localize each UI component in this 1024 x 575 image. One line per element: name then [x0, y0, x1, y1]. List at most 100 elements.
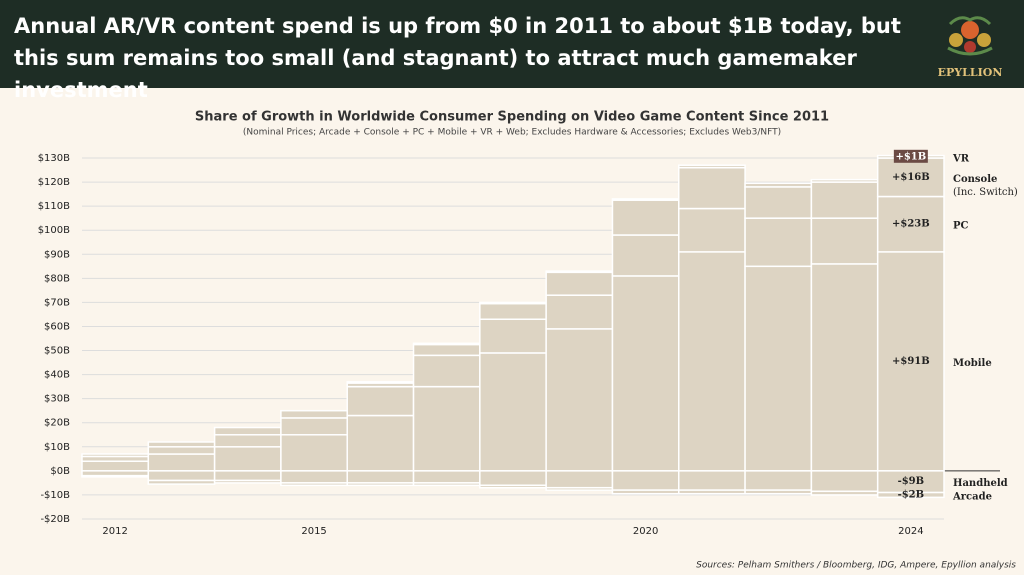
- bar-segment: [876, 195, 945, 253]
- bar-segment: [611, 234, 680, 277]
- bar-segment: [280, 482, 348, 487]
- bar-segment: [678, 164, 746, 169]
- y-tick-label: $80B: [44, 273, 70, 284]
- bar-segment: [81, 460, 150, 472]
- bar-segment: [412, 482, 481, 487]
- value-label: +$16B: [892, 172, 930, 183]
- y-tick-label: $0B: [50, 466, 70, 477]
- bar-segment: [545, 486, 614, 491]
- bar-segment: [810, 263, 879, 472]
- source-note: Sources: Pelham Smithers / Bloomberg, ID…: [696, 561, 1016, 571]
- y-tick-label: $120B: [38, 177, 70, 188]
- bar-segment: [147, 446, 216, 455]
- bar-segment: [744, 186, 813, 219]
- y-tick-label: $50B: [44, 346, 70, 357]
- y-tick-label: $40B: [44, 370, 70, 381]
- bar-segment: [876, 157, 945, 198]
- y-tick-label: -$10B: [40, 490, 70, 501]
- bar-segment: [346, 414, 415, 472]
- bar-segment: [280, 409, 348, 419]
- bar-segment: [611, 198, 680, 201]
- bar-segment: [479, 318, 547, 354]
- bar-segment: [412, 470, 481, 484]
- bar-segment: [744, 265, 813, 472]
- bar-segment: [876, 251, 945, 472]
- bar-segment: [213, 434, 282, 448]
- bar-segment: [545, 470, 614, 489]
- bar-segment: [678, 489, 746, 495]
- bar-segment: [479, 302, 547, 320]
- bar-segment: [412, 343, 481, 357]
- bar-segment: [876, 491, 945, 499]
- bar-segment: [479, 470, 547, 487]
- bar-segment: [678, 207, 746, 253]
- x-tick-label: 2020: [633, 526, 658, 537]
- bar-segment: [147, 441, 216, 448]
- x-tick-label: 2015: [301, 526, 326, 537]
- bar-segment: [213, 479, 282, 484]
- bar-segment: [611, 199, 680, 236]
- series-note: (Inc. Switch): [953, 187, 1018, 198]
- bar-segment: [346, 381, 415, 384]
- y-tick-label: $130B: [38, 153, 70, 164]
- bar-segment: [810, 217, 879, 265]
- bar-segment: [810, 490, 879, 496]
- bar-segment: [280, 434, 348, 472]
- bar-segment: [280, 417, 348, 436]
- bar-segment: [744, 217, 813, 268]
- logo-text: EPYLLION: [938, 66, 1003, 79]
- bar-segment: [479, 484, 547, 489]
- y-tick-label: $20B: [44, 418, 70, 429]
- bar-segment: [678, 251, 746, 472]
- bar-segment: [810, 178, 879, 183]
- series-label: PC: [953, 221, 969, 232]
- y-tick-label: $30B: [44, 394, 70, 405]
- bar-segment: [744, 182, 813, 188]
- y-tick-label: $90B: [44, 249, 70, 260]
- bar-segment: [412, 354, 481, 388]
- value-label: +$91B: [892, 356, 930, 367]
- bar-segment: [611, 470, 680, 491]
- bar-segment: [545, 270, 614, 274]
- chart-subtitle: (Nominal Prices; Arcade + Console + PC +…: [243, 128, 781, 138]
- bar-segment: [213, 446, 282, 472]
- value-label: -$2B: [898, 489, 925, 500]
- x-tick-label: 2024: [898, 526, 923, 537]
- bar-segment: [479, 301, 547, 305]
- series-label: VR: [952, 153, 970, 164]
- bar-segment: [147, 453, 216, 472]
- bar-segment: [81, 474, 150, 478]
- series-label: Mobile: [953, 358, 992, 369]
- bar-segment: [213, 470, 282, 482]
- bar-segment: [611, 275, 680, 472]
- y-tick-label: $70B: [44, 297, 70, 308]
- bar-segment: [678, 470, 746, 491]
- bar-segment: [611, 489, 680, 495]
- series-label: Handheld: [953, 478, 1008, 489]
- y-tick-label: $100B: [38, 225, 70, 236]
- bar-segment: [479, 352, 547, 472]
- bar-segment: [213, 426, 282, 436]
- y-tick-label: $110B: [38, 201, 70, 212]
- value-label: +$1B: [895, 151, 926, 162]
- y-tick-label: -$20B: [40, 514, 70, 525]
- bar-segment: [346, 470, 415, 484]
- value-label-bg: [893, 149, 928, 163]
- bar-segment: [545, 271, 614, 296]
- bar-segment: [545, 328, 614, 472]
- bar-segment: [147, 470, 216, 482]
- series-label: Console: [953, 174, 997, 185]
- bar-segment: [412, 342, 481, 346]
- bar-segment: [545, 294, 614, 330]
- bar-segment: [346, 482, 415, 487]
- header: Annual AR/VR content spend is up from $0…: [0, 0, 1024, 102]
- bar-segment: [810, 470, 879, 493]
- value-label: +$23B: [892, 219, 930, 230]
- x-tick-label: 2012: [102, 526, 127, 537]
- bar-segment: [280, 470, 348, 484]
- bar-segment: [412, 385, 481, 472]
- bar-segment: [678, 166, 746, 210]
- bar-segment: [81, 453, 150, 458]
